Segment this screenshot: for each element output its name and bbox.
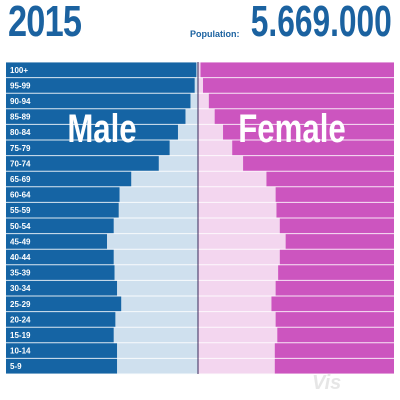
male-bar (114, 264, 198, 281)
female-bar (198, 93, 209, 110)
male-bar (113, 327, 198, 344)
male-bar (185, 108, 198, 125)
female-bar (198, 233, 286, 250)
female-bar (198, 202, 277, 219)
male-bar (113, 249, 198, 266)
female-bar (198, 62, 201, 78)
population-label: Population: (190, 29, 240, 39)
female-bar (198, 327, 278, 344)
age-group-label: 25-29 (10, 300, 31, 309)
age-group-label: 60-64 (10, 191, 31, 200)
age-group-label: 50-54 (10, 222, 31, 231)
female-bar (198, 124, 224, 141)
male-bar (121, 296, 198, 312)
male-bar (117, 342, 198, 359)
watermark-logo: Vis (312, 372, 342, 394)
age-group-label: 100+ (10, 66, 28, 75)
age-group-label: 30-34 (10, 284, 31, 293)
female-bar (198, 264, 279, 281)
male-bar (117, 358, 198, 375)
age-group-label: 45-49 (10, 237, 31, 246)
year-title: 2015 (8, 0, 82, 46)
male-bar (119, 186, 198, 203)
male-bar (196, 62, 198, 78)
female-series-label: Female (238, 106, 346, 151)
age-group-label: 75-79 (10, 144, 31, 153)
age-group-label: 20-24 (10, 315, 31, 324)
female-bar (198, 140, 233, 156)
female-bar (198, 218, 280, 234)
male-bar (117, 280, 198, 297)
age-group-label: 40-44 (10, 253, 31, 262)
female-bar (198, 358, 275, 375)
male-bar (118, 202, 198, 219)
age-group-label: 5-9 (10, 362, 22, 371)
male-bar (190, 93, 198, 110)
age-group-label: 95-99 (10, 81, 31, 90)
age-group-label: 70-74 (10, 159, 31, 168)
female-bar (198, 155, 244, 172)
male-bar (177, 124, 198, 141)
age-group-label: 85-89 (10, 113, 31, 122)
age-group-label: 65-69 (10, 175, 31, 184)
female-bar (198, 108, 215, 125)
female-bar (198, 296, 272, 312)
female-bar (198, 186, 276, 203)
male-series-label: Male (67, 106, 136, 151)
female-bar (198, 77, 204, 94)
male-bar (115, 311, 198, 328)
female-bar (198, 249, 280, 266)
age-group-label: 10-14 (10, 347, 31, 356)
age-group-label: 90-94 (10, 97, 31, 106)
population-value: 5.669.000 (251, 0, 392, 46)
age-group-label: 15-19 (10, 331, 31, 340)
female-bar (198, 171, 267, 188)
male-bar (107, 233, 198, 250)
female-bar (198, 311, 276, 328)
male-bar (169, 140, 198, 156)
female-bar (198, 280, 276, 297)
male-bar (194, 77, 198, 94)
age-group-label: 80-84 (10, 128, 31, 137)
male-bar (131, 171, 198, 188)
age-group-label: 35-39 (10, 269, 31, 278)
male-bar (113, 218, 198, 234)
male-bar (158, 155, 198, 172)
age-group-label: 55-59 (10, 206, 31, 215)
female-bar (198, 342, 275, 359)
